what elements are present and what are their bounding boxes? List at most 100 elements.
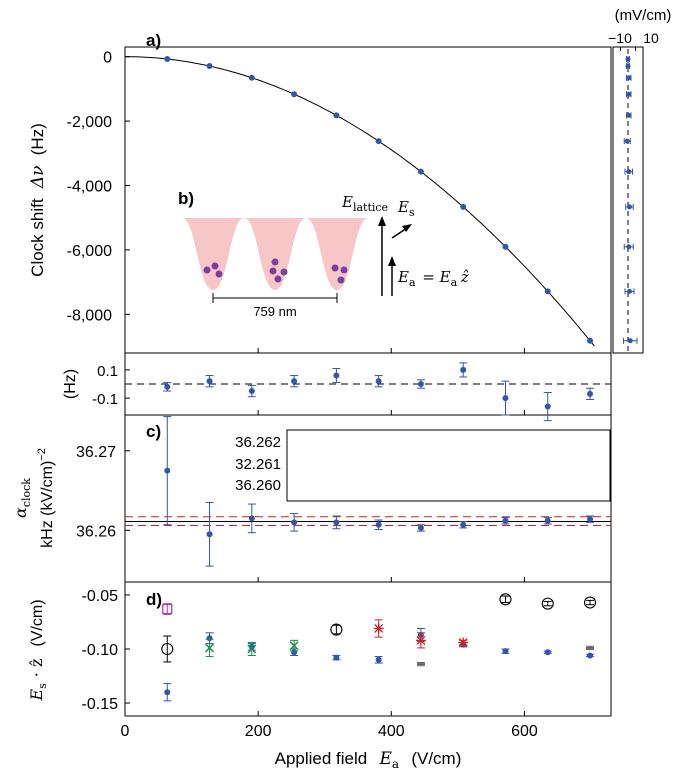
data-point [417,168,424,175]
inset-c-tick: 36.260 [235,477,281,494]
panel-d-frame [124,581,612,717]
residual-point [291,378,298,385]
data-point [460,203,467,210]
c-point [291,519,298,526]
side-data-point [626,169,632,175]
data-point [502,243,509,250]
panel-label-b: b) [178,189,194,208]
atom [269,267,277,275]
residual-point [502,395,509,402]
x-tick-label: 600 [511,723,538,740]
d-point [375,656,382,663]
lattice-inset: 759 nm Elattice Es Ea = Ea ẑ [182,193,469,319]
panel-a-frame [124,46,612,354]
d-circle-marker [161,642,174,656]
side-panel-frame [612,46,644,354]
residual-point [587,390,594,397]
c-point [248,515,255,522]
side-panel-unit: (mV/cm) [615,7,672,24]
y-tick-label-d: -0.05 [82,588,119,605]
d-x-marker [289,641,299,651]
panel-c-data [125,416,611,567]
d-square-marker [162,603,173,615]
applied-field-label: Ea = Ea ẑ [397,268,469,290]
data-point [375,138,382,145]
lattice-wells [182,218,368,290]
x-tick-label: 400 [378,723,405,740]
y-tick-label-a: -6,000 [67,243,112,260]
atom [280,268,288,276]
side-data-point [625,56,631,62]
spacing-label: 759 nm [253,304,296,319]
y-axis-label-d: Es · ẑ (V/cm) [27,599,50,701]
atom [203,266,211,274]
d-circle-marker [499,593,512,606]
c-point [544,517,551,524]
side-data-point [626,244,632,250]
inset-c-tick: 36.262 [235,434,281,451]
panel-label-a: a) [146,31,161,50]
atom [215,270,223,278]
x-axis-label: Applied field Ea (V/cm) [275,749,462,772]
data-point [587,337,594,344]
applied-field-arrow-head [388,256,396,266]
atom [340,266,348,274]
residual-point [164,383,171,390]
d-circle-marker [541,597,554,610]
x-tick-label: 0 [121,723,130,740]
residual-point [375,378,382,385]
d-point [333,654,340,661]
d-x-marker [205,643,215,653]
residual-point [460,366,467,373]
residual-point [248,388,255,395]
atom [271,258,279,266]
c-point [375,521,382,528]
d-point [164,689,171,696]
data-point [544,288,551,295]
d-circle-marker [583,596,597,609]
y-axis-label-c-top: αclock [11,478,33,518]
atom [211,262,219,270]
c-point [333,519,340,526]
side-data-point [627,204,632,210]
y-tick-label-d: -0.15 [82,696,119,713]
d-circle-marker [330,623,343,636]
lattice-field-label: Elattice [341,193,388,214]
atom [274,275,282,283]
d-star-marker [458,637,469,648]
c-point [587,516,594,523]
side-data-point [626,112,632,118]
d-point [587,652,594,659]
axis-ticks: 0 200 400 600 0 -2,000 -4,000 -6,000 -8,000 0.1 -0… [67,50,538,740]
y-tick-label-res: 0.1 [97,363,118,380]
y-tick-label-a: 0 [103,50,112,67]
y-tick-label-c: 36.27 [76,444,116,461]
inset-c-frame [286,429,611,502]
residual-data [125,362,611,422]
y-tick-label-d: -0.10 [82,642,119,659]
side-data-point [626,75,632,81]
d-star-marker [415,635,426,646]
y-axis-label-residual: (Hz) [62,369,79,399]
c-point [206,531,213,538]
x-tick-label: 200 [245,723,272,740]
side-tick-neg: −10 [608,30,632,46]
d-point [544,649,551,656]
residual-point [206,378,213,385]
y-tick-label-c: 36.26 [76,523,116,540]
y-axis-label-c-unit: kHz (kV/cm)−2 [36,448,56,548]
data-point [291,91,298,98]
d-star-marker [373,623,384,634]
panel-label-d: d) [146,590,162,609]
fit-curve [125,56,595,347]
side-data-point [625,63,631,69]
data-point [164,56,171,63]
stray-field-arrow-head [402,224,412,232]
stray-field-label: Es [397,198,415,219]
y-tick-label-res: -0.1 [92,391,118,408]
data-point [206,63,213,70]
c-point [417,524,424,531]
residual-point [417,381,424,387]
side-data-point [624,138,630,144]
y-axis-label-a: Clock shift Δν (Hz) [28,123,48,277]
